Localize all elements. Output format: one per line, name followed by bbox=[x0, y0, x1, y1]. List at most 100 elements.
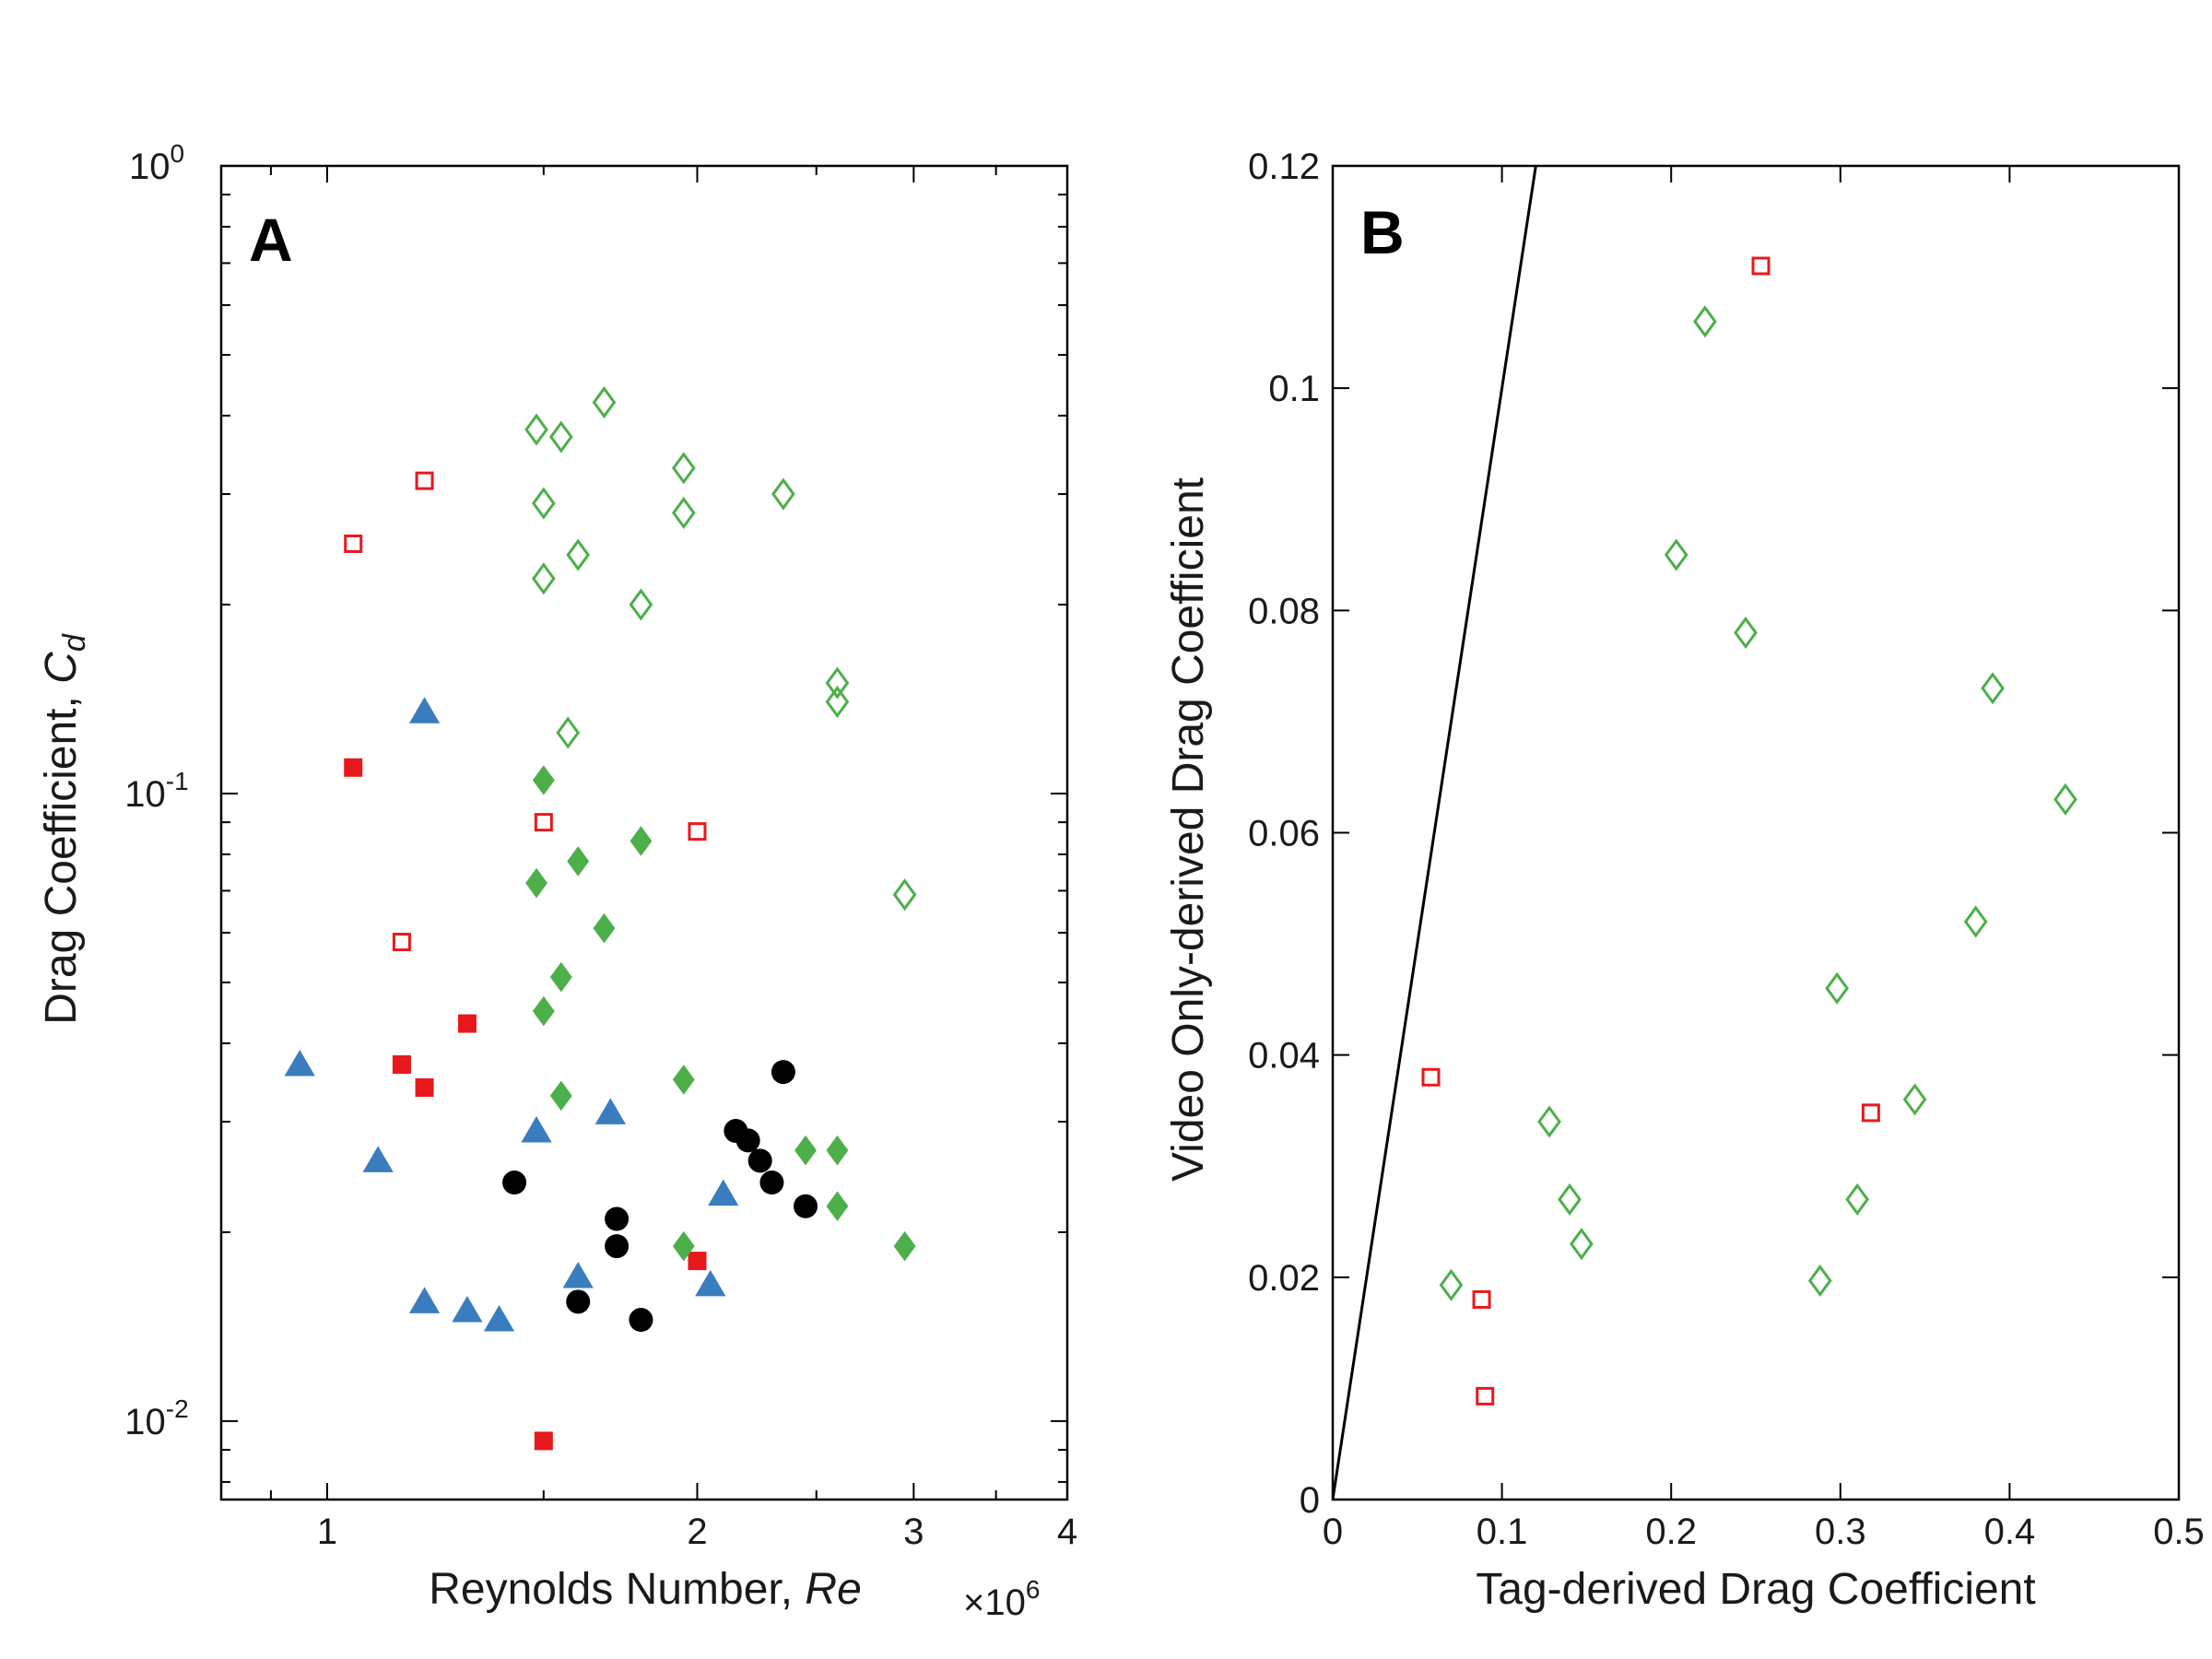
panel-a: 1 2 3 4 10-2 10-1 100 A Reynolds Number, Re ×1… bbox=[37, 139, 1077, 1623]
data-point-diamond-filled-0 bbox=[532, 765, 555, 795]
x-tick-label: 0.5 bbox=[2153, 1512, 2205, 1552]
x-tick-label: 2 bbox=[687, 1512, 707, 1552]
y-tick-label: 0.02 bbox=[1248, 1258, 1320, 1299]
data-point-circle-filled-4 bbox=[502, 1171, 527, 1195]
data-point-square-open-4 bbox=[688, 822, 707, 841]
x-tick-label: 4 bbox=[1057, 1512, 1077, 1552]
data-point-square-filled-2 bbox=[392, 1054, 411, 1074]
data-point-circle-filled-3 bbox=[747, 1148, 772, 1173]
data-point-diamond-open-13 bbox=[1807, 1264, 1832, 1297]
y-tick-label: 0.04 bbox=[1248, 1036, 1320, 1077]
data-point-circle-filled-6 bbox=[794, 1194, 818, 1218]
data-point-square-open-3 bbox=[392, 933, 411, 952]
panel-a-ticks: 1 2 3 4 10-2 10-1 100 bbox=[124, 139, 1077, 1552]
x-axis-title-text: Reynolds Number, bbox=[429, 1565, 805, 1614]
x-multiplier-base: ×10 bbox=[963, 1583, 1026, 1623]
x-tick-label: 0.1 bbox=[1477, 1512, 1528, 1552]
data-point-diamond-open-6 bbox=[1825, 971, 1849, 1005]
y-tick-label: 0.12 bbox=[1248, 147, 1320, 187]
data-point-diamond-open-0 bbox=[524, 413, 548, 446]
panel-b-ticks: 0 0.1 0.2 0.3 0.4 0.5 0 0.02 0.04 0.06 0.08 0.1 0.12 bbox=[1248, 147, 2205, 1552]
data-point-triangle-filled-9 bbox=[452, 1296, 483, 1323]
y-axis-title-var: C bbox=[37, 652, 86, 684]
data-point-diamond-open-12 bbox=[1439, 1268, 1464, 1301]
data-point-circle-filled-7 bbox=[605, 1206, 629, 1231]
data-point-diamond-open-2 bbox=[1734, 616, 1758, 649]
data-point-square-filled-3 bbox=[415, 1078, 434, 1098]
data-point-diamond-open-11 bbox=[825, 685, 850, 718]
data-point-diamond-filled-7 bbox=[672, 1065, 695, 1095]
data-point-diamond-open-3 bbox=[1981, 672, 2005, 705]
y-tick-label: 10-2 bbox=[124, 1394, 188, 1442]
data-point-circle-filled-9 bbox=[566, 1289, 591, 1314]
panel-b-markers bbox=[1421, 256, 2077, 1406]
data-point-square-filled-4 bbox=[688, 1252, 707, 1271]
x-tick-label: 0.2 bbox=[1645, 1512, 1697, 1552]
panel-b-reference-line bbox=[1333, 166, 1537, 1500]
data-point-diamond-open-5 bbox=[1963, 905, 1988, 938]
x-tick-label: 3 bbox=[903, 1512, 924, 1552]
data-point-diamond-open-4 bbox=[531, 487, 556, 520]
panel-a-x-axis-title: Reynolds Number, Re bbox=[429, 1565, 862, 1614]
data-point-square-open-1 bbox=[1421, 1067, 1441, 1087]
data-point-diamond-open-9 bbox=[629, 588, 653, 621]
data-point-triangle-filled-3 bbox=[521, 1116, 552, 1143]
data-point-triangle-filled-8 bbox=[408, 1287, 441, 1313]
data-point-triangle-filled-1 bbox=[284, 1050, 315, 1077]
x-tick-label: 0 bbox=[1323, 1512, 1343, 1552]
y-axis-title-sub: d bbox=[57, 633, 92, 652]
panel-b: 0 0.1 0.2 0.3 0.4 0.5 0 0.02 0.04 0.06 0.08 0.1 0.12… bbox=[1164, 147, 2205, 1614]
data-point-square-open-0 bbox=[344, 534, 363, 553]
data-point-triangle-filled-6 bbox=[562, 1262, 594, 1288]
data-point-diamond-open-7 bbox=[566, 538, 591, 571]
y-tick-label: 100 bbox=[129, 139, 184, 187]
data-point-diamond-filled-11 bbox=[826, 1191, 849, 1222]
data-point-square-filled-1 bbox=[457, 1014, 477, 1033]
data-point-diamond-open-13 bbox=[892, 878, 917, 912]
x-tick-label: 0.4 bbox=[1984, 1512, 2036, 1552]
data-point-diamond-open-9 bbox=[1558, 1182, 1582, 1216]
data-point-diamond-open-7 bbox=[1902, 1083, 1927, 1116]
data-point-diamond-open-1 bbox=[1664, 538, 1688, 571]
data-point-diamond-open-12 bbox=[556, 716, 581, 749]
panel-a-frame bbox=[219, 164, 1069, 1501]
x-multiplier-exp: 6 bbox=[1026, 1575, 1041, 1604]
x-tick-label: 1 bbox=[317, 1512, 337, 1552]
x-tick-label: 0.3 bbox=[1815, 1512, 1866, 1552]
data-point-diamond-open-8 bbox=[1537, 1105, 1561, 1138]
data-point-circle-filled-8 bbox=[605, 1234, 629, 1259]
data-point-diamond-open-10 bbox=[825, 666, 850, 700]
data-point-triangle-filled-4 bbox=[594, 1098, 626, 1124]
y-tick-label: 0 bbox=[1300, 1480, 1320, 1521]
data-point-diamond-filled-1 bbox=[629, 826, 653, 856]
data-point-square-open-4 bbox=[1861, 1103, 1880, 1123]
data-point-diamond-open-1 bbox=[548, 420, 573, 453]
data-point-circle-filled-5 bbox=[759, 1171, 784, 1195]
y-tick-label: 0.06 bbox=[1248, 814, 1320, 854]
data-point-triangle-filled-5 bbox=[708, 1179, 739, 1206]
data-point-diamond-open-2 bbox=[592, 386, 617, 419]
data-point-triangle-filled-7 bbox=[695, 1269, 726, 1297]
data-point-diamond-open-10 bbox=[1845, 1182, 1870, 1216]
x-axis-title-var: Re bbox=[805, 1565, 861, 1614]
data-point-diamond-open-0 bbox=[1693, 305, 1717, 338]
data-point-diamond-open-8 bbox=[531, 562, 556, 595]
data-point-square-open-1 bbox=[415, 471, 434, 490]
data-point-diamond-open-11 bbox=[1570, 1228, 1594, 1261]
data-point-square-filled-0 bbox=[344, 758, 363, 777]
data-point-diamond-filled-13 bbox=[893, 1230, 916, 1262]
data-point-diamond-open-5 bbox=[671, 496, 696, 530]
data-point-diamond-filled-9 bbox=[794, 1135, 817, 1166]
y-tick-label: 0.08 bbox=[1248, 591, 1320, 631]
data-point-diamond-open-4 bbox=[2053, 782, 2077, 816]
y-tick-label: 0.1 bbox=[1268, 369, 1320, 409]
data-point-diamond-filled-10 bbox=[826, 1135, 849, 1166]
data-point-diamond-filled-5 bbox=[549, 961, 572, 993]
data-point-diamond-filled-6 bbox=[532, 995, 555, 1027]
x-axis-multiplier: ×106 bbox=[963, 1575, 1040, 1623]
data-point-triangle-filled-0 bbox=[408, 697, 441, 724]
panel-b-letter: B bbox=[1360, 198, 1405, 266]
data-point-square-open-2 bbox=[534, 813, 553, 832]
data-point-circle-filled-10 bbox=[629, 1308, 653, 1333]
